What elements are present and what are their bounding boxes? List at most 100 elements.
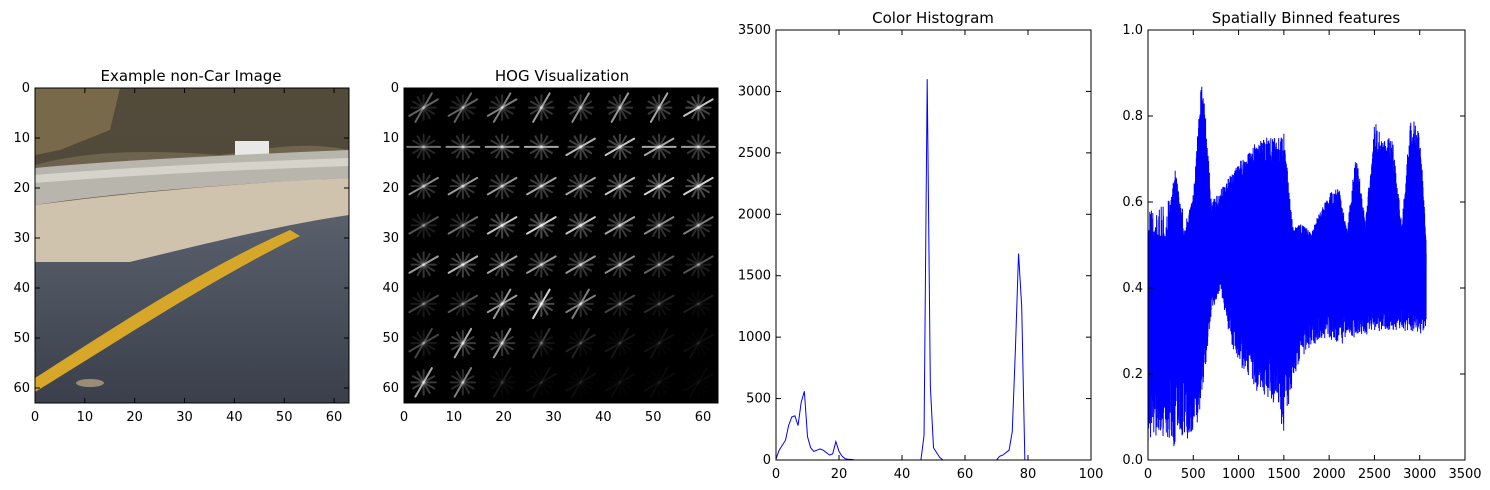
hog-gradient-stroke [647, 100, 671, 115]
x-tick-label: 60 [695, 410, 712, 425]
hog-gradient-stroke [451, 139, 475, 154]
y-tick-label: 50 [382, 331, 399, 346]
hog-cell [486, 288, 518, 320]
hog-gradient-stroke [455, 174, 470, 198]
hog-cell [447, 251, 479, 278]
hog-cell [606, 92, 634, 123]
hog-gradient-stroke [652, 96, 667, 120]
hog-gradient-stroke [652, 213, 667, 237]
hog-gradient-stroke [529, 218, 553, 233]
hog-gradient-stroke [408, 333, 439, 353]
hog-gradient-stroke [649, 327, 669, 359]
hog-gradient-stroke [534, 135, 549, 159]
hog-cell [449, 367, 477, 398]
hog-cell [488, 327, 516, 359]
hog-gradient-stroke [532, 288, 551, 320]
hog-gradient-stroke [573, 292, 588, 316]
hog-gradient-stroke [486, 255, 518, 274]
y-axis: 0.0 0.2 0.4 0.6 0.8 1.0 [1122, 23, 1465, 468]
hog-gradient-stroke [652, 292, 667, 316]
hog-gradient-stroke [529, 179, 553, 194]
x-tick-label: 3500 [1448, 467, 1481, 482]
hog-cell [683, 212, 714, 239]
x-tick-label: 80 [1020, 467, 1037, 482]
hog-gradient-stroke [686, 139, 710, 154]
hog-gradient-stroke [612, 96, 627, 120]
hog-gradient-stroke [490, 257, 514, 272]
hog-gradient-stroke [608, 100, 632, 115]
hog-gradient-stroke [573, 331, 588, 355]
x-tick-label: 40 [226, 410, 243, 425]
hog-gradient-stroke [455, 331, 470, 355]
hog-cell [683, 294, 714, 314]
spatial-series-line [1148, 86, 1427, 447]
y-tick-label: 40 [382, 281, 399, 296]
y-tick-label: 10 [382, 131, 399, 146]
hog-cell [604, 172, 636, 200]
hog-gradient-stroke [686, 100, 710, 115]
hog-gradient-stroke [495, 135, 510, 159]
hog-gradient-stroke [414, 327, 433, 359]
hog-gradient-stroke [490, 218, 514, 233]
y-axis: 0 10 20 30 40 50 60 [382, 81, 718, 396]
x-tick-label: 2500 [1358, 467, 1391, 482]
hog-cell [408, 212, 439, 239]
hog-gradient-stroke [604, 333, 636, 353]
hog-gradient-stroke [455, 135, 470, 159]
hog-cell [683, 172, 714, 200]
hog-gradient-stroke [532, 327, 551, 359]
hog-gradient-stroke [608, 257, 632, 272]
panel-title: Spatially Binned features [1212, 9, 1401, 27]
hog-gradient-stroke [573, 135, 588, 159]
hog-gradient-stroke [571, 92, 590, 123]
hog-gradient-stroke [534, 253, 549, 277]
hog-gradient-stroke [495, 253, 510, 277]
hog-cell [645, 92, 673, 123]
hog-gradient-stroke [453, 92, 473, 123]
hog-cells [406, 92, 716, 398]
x-axis: 0 10 20 30 40 50 60 [400, 88, 711, 425]
y-tick-label: 10 [13, 131, 30, 146]
hog-gradient-stroke [652, 174, 667, 198]
hog-gradient-stroke [649, 92, 669, 123]
hog-gradient-stroke [416, 135, 431, 159]
hog-gradient-stroke [408, 176, 439, 196]
hog-gradient-stroke [571, 367, 590, 398]
hog-gradient-stroke [451, 336, 475, 351]
hog-gradient-stroke [691, 213, 706, 237]
hog-gradient-stroke [686, 179, 710, 194]
hog-background [404, 88, 718, 403]
hog-gradient-stroke [565, 333, 596, 353]
hog-gradient-stroke [453, 367, 473, 398]
road-scene-image [35, 88, 349, 403]
hog-gradient-stroke [652, 253, 667, 277]
axes-frame [34, 87, 350, 404]
x-axis: 0 500 1000 1500 2000 2500 3000 3500 [1144, 30, 1482, 482]
hog-gradient-stroke [573, 96, 588, 120]
hog-gradient-stroke [455, 292, 470, 316]
hog-cell [449, 327, 477, 359]
hog-cell [445, 133, 481, 161]
hog-gradient-stroke [565, 216, 596, 235]
y-tick-label: 60 [13, 381, 30, 396]
hog-gradient-stroke [608, 139, 632, 154]
y-tick-label: 20 [13, 181, 30, 196]
hog-gradient-stroke [492, 327, 512, 359]
hog-cell [447, 172, 479, 200]
hog-gradient-stroke [447, 176, 479, 196]
hog-gradient-stroke [683, 255, 714, 274]
hog-gradient-stroke [416, 292, 431, 316]
hog-gradient-stroke [573, 213, 588, 237]
hog-gradient-stroke [451, 375, 475, 390]
hog-gradient-stroke [490, 296, 514, 311]
hog-cell [492, 367, 512, 398]
x-tick-label: 20 [831, 467, 848, 482]
hog-cell [565, 288, 596, 320]
x-tick-label: 500 [1181, 467, 1206, 482]
hog-gradient-stroke [534, 253, 549, 277]
hog-gradient-stroke [612, 213, 627, 237]
hog-gradient-stroke [416, 174, 431, 198]
hog-gradient-stroke [455, 96, 470, 120]
hog-gradient-stroke [534, 331, 549, 355]
hog-gradient-stroke [649, 367, 669, 398]
